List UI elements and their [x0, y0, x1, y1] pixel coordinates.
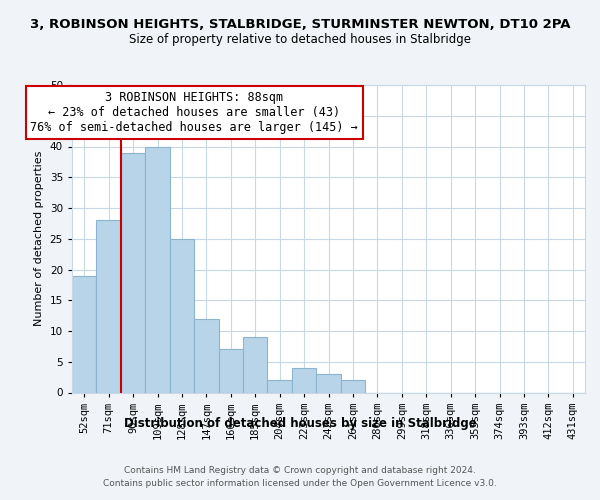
Bar — [97, 220, 121, 392]
Text: 3 ROBINSON HEIGHTS: 88sqm
← 23% of detached houses are smaller (43)
76% of semi-: 3 ROBINSON HEIGHTS: 88sqm ← 23% of detac… — [30, 91, 358, 134]
Bar — [218, 350, 243, 393]
Y-axis label: Number of detached properties: Number of detached properties — [34, 151, 44, 326]
Text: 3, ROBINSON HEIGHTS, STALBRIDGE, STURMINSTER NEWTON, DT10 2PA: 3, ROBINSON HEIGHTS, STALBRIDGE, STURMIN… — [30, 18, 570, 30]
Bar — [268, 380, 292, 392]
Text: Distribution of detached houses by size in Stalbridge: Distribution of detached houses by size … — [124, 418, 476, 430]
Bar — [243, 337, 268, 392]
Text: Size of property relative to detached houses in Stalbridge: Size of property relative to detached ho… — [129, 32, 471, 46]
Bar — [194, 318, 218, 392]
Bar — [72, 276, 97, 392]
Bar — [292, 368, 316, 392]
Bar — [316, 374, 341, 392]
Bar — [121, 152, 145, 392]
Bar — [145, 146, 170, 392]
Bar — [341, 380, 365, 392]
Bar — [170, 239, 194, 392]
Text: Contains HM Land Registry data © Crown copyright and database right 2024.
Contai: Contains HM Land Registry data © Crown c… — [103, 466, 497, 487]
